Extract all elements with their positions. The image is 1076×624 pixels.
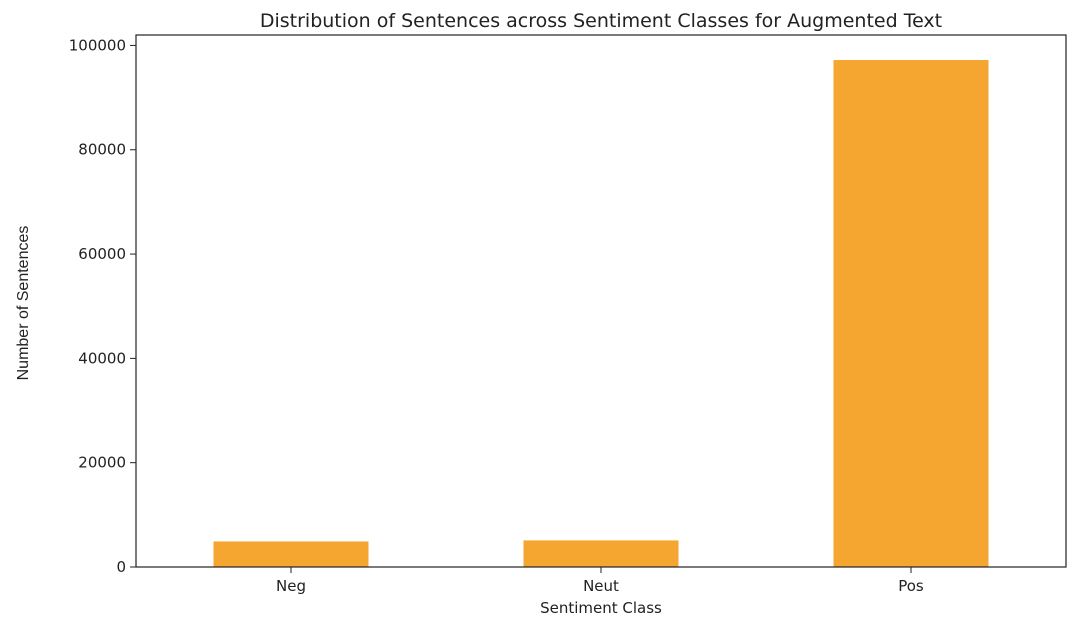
plot-frame xyxy=(135,34,1067,568)
y-axis-ticks: 0 20000 40000 60000 80000 100000 xyxy=(69,36,136,576)
y-tick-label: 80000 xyxy=(78,141,126,159)
bars-group xyxy=(213,60,989,568)
y-tick-label: 60000 xyxy=(78,245,126,263)
x-tick-label: Neg xyxy=(276,577,306,595)
chart-title: Distribution of Sentences across Sentime… xyxy=(260,10,942,32)
y-tick-label: 100000 xyxy=(69,36,126,54)
y-axis-label: Number of Sentences xyxy=(15,226,32,381)
x-tick-label: Pos xyxy=(898,577,924,595)
bar-neg xyxy=(213,541,369,567)
bar-neut xyxy=(523,540,679,567)
y-tick-label: 40000 xyxy=(78,349,126,367)
bar-pos xyxy=(833,60,989,568)
x-axis-label: Sentiment Class xyxy=(540,599,662,617)
x-tick-label: Neut xyxy=(583,577,619,595)
y-tick-label: 20000 xyxy=(78,454,126,472)
y-tick-label: 0 xyxy=(116,558,126,576)
x-axis-ticks: Neg Neut Pos xyxy=(276,567,924,595)
